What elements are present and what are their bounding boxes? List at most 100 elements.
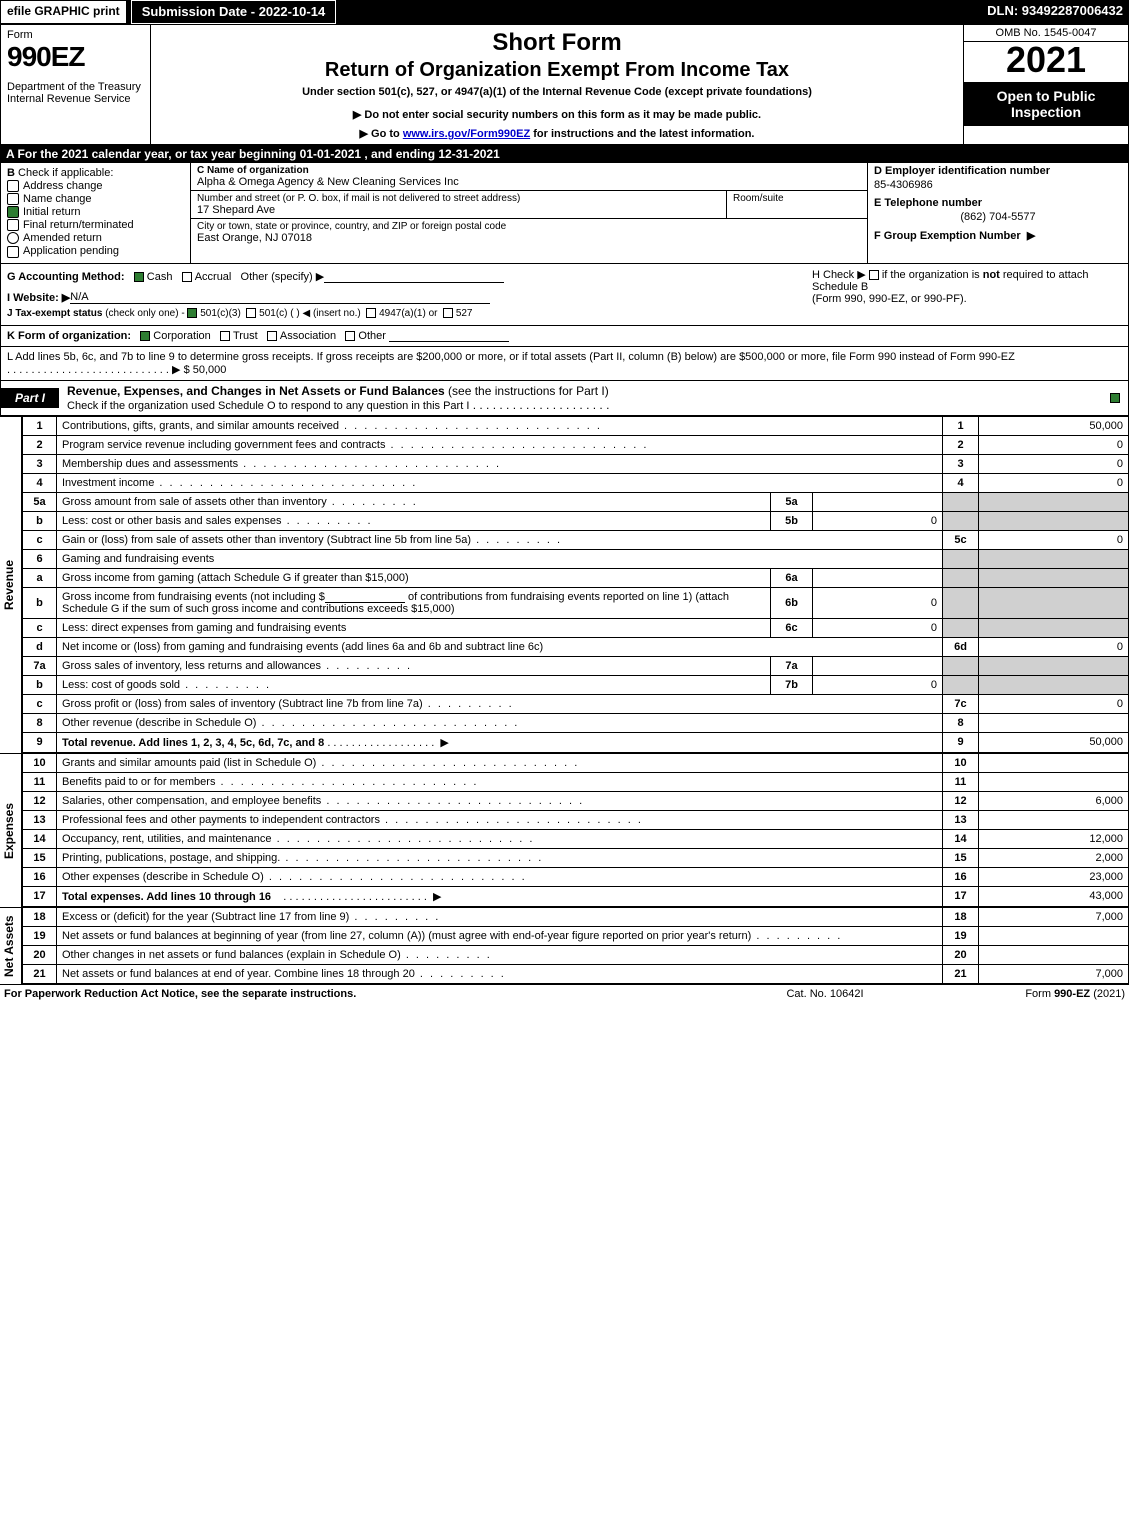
f-label: F Group Exemption Number ▶: [874, 229, 1122, 242]
chk-accrual[interactable]: [182, 272, 192, 282]
chk-address-change[interactable]: Address change: [7, 180, 184, 192]
chk-corporation[interactable]: [140, 331, 150, 341]
page-footer: For Paperwork Reduction Act Notice, see …: [0, 984, 1129, 1003]
line-20: 20Other changes in net assets or fund ba…: [23, 945, 1129, 964]
form-word: Form: [7, 29, 144, 41]
website-value: N/A: [70, 291, 490, 304]
top-bar: efile GRAPHIC print Submission Date - 20…: [0, 0, 1129, 24]
col-b: B Check if applicable: Address change Na…: [1, 163, 191, 263]
row-ghi: H Check ▶ if the organization is not req…: [0, 264, 1129, 326]
line-18: 18Excess or (deficit) for the year (Subt…: [23, 907, 1129, 926]
row-k: K Form of organization: Corporation Trus…: [0, 326, 1129, 347]
row-a: A For the 2021 calendar year, or tax yea…: [0, 145, 1129, 163]
room-cell: Room/suite: [727, 191, 867, 218]
b-label: B: [7, 167, 15, 179]
part1-check: [1102, 389, 1128, 407]
line-14: 14Occupancy, rent, utilities, and mainte…: [23, 829, 1129, 848]
col-c: C Name of organization Alpha & Omega Age…: [191, 163, 868, 263]
form-number: 990EZ: [7, 41, 144, 73]
col-def: D Employer identification number 85-4306…: [868, 163, 1128, 263]
addr-cell: Number and street (or P. O. box, if mail…: [191, 191, 727, 218]
l-text: L Add lines 5b, 6c, and 7b to line 9 to …: [7, 351, 1015, 363]
line-11: 11Benefits paid to or for members11: [23, 772, 1129, 791]
line-5b: bLess: cost or other basis and sales exp…: [23, 511, 1129, 530]
line-5a: 5aGross amount from sale of assets other…: [23, 492, 1129, 511]
footer-center: Cat. No. 10642I: [725, 988, 925, 1000]
i-label: I Website: ▶: [7, 292, 70, 304]
h-block: H Check ▶ if the organization is not req…: [812, 268, 1122, 305]
j-label: J Tax-exempt status: [7, 308, 102, 319]
expenses-section: Expenses 10Grants and similar amounts pa…: [0, 753, 1129, 907]
other-org-line[interactable]: [389, 341, 509, 342]
chk-initial-return[interactable]: Initial return: [7, 206, 184, 218]
line-6c: cLess: direct expenses from gaming and f…: [23, 618, 1129, 637]
line-9: 9Total revenue. Add lines 1, 2, 3, 4, 5c…: [23, 732, 1129, 752]
part1-header: Part I Revenue, Expenses, and Changes in…: [0, 381, 1129, 416]
footer-right: Form 990-EZ (2021): [925, 988, 1125, 1000]
city-label: City or town, state or province, country…: [197, 221, 861, 232]
chk-amended-return[interactable]: Amended return: [7, 232, 184, 244]
warning-ssn: ▶ Do not enter social security numbers o…: [157, 108, 957, 121]
j-block: J Tax-exempt status (check only one) - 5…: [7, 308, 1122, 319]
header-right: OMB No. 1545-0047 2021 Open to Public In…: [963, 25, 1128, 144]
c-name-block: C Name of organization Alpha & Omega Age…: [191, 163, 867, 191]
other-specify-line[interactable]: [324, 282, 504, 283]
h-checkbox[interactable]: [869, 270, 879, 280]
chk-trust[interactable]: [220, 331, 230, 341]
c-city-block: City or town, state or province, country…: [191, 219, 867, 246]
chk-cash[interactable]: [134, 272, 144, 282]
line-7c: cGross profit or (loss) from sales of in…: [23, 694, 1129, 713]
part1-title: Revenue, Expenses, and Changes in Net As…: [59, 381, 1102, 415]
chk-final-return[interactable]: Final return/terminated: [7, 219, 184, 231]
goto-pre: ▶ Go to: [360, 128, 403, 140]
title-short: Short Form: [157, 29, 957, 57]
netassets-vlabel: Net Assets: [0, 907, 22, 984]
line-7b: bLess: cost of goods sold7b0: [23, 675, 1129, 694]
chk-other-org[interactable]: [345, 331, 355, 341]
chk-application-pending[interactable]: Application pending: [7, 245, 184, 257]
row-l: L Add lines 5b, 6c, and 7b to line 9 to …: [0, 347, 1129, 381]
chk-501c3[interactable]: [187, 308, 197, 318]
footer-left: For Paperwork Reduction Act Notice, see …: [4, 988, 725, 1000]
org-city: East Orange, NJ 07018: [197, 232, 861, 244]
chk-501c[interactable]: [246, 308, 256, 318]
c-addr-block: Number and street (or P. O. box, if mail…: [191, 191, 867, 219]
k-label: K Form of organization:: [7, 330, 131, 342]
spacer: [336, 0, 981, 24]
title-return: Return of Organization Exempt From Incom…: [157, 59, 957, 82]
e-label: E Telephone number: [874, 197, 1122, 209]
line-12: 12Salaries, other compensation, and empl…: [23, 791, 1129, 810]
chk-name-change[interactable]: Name change: [7, 193, 184, 205]
line-17: 17Total expenses. Add lines 10 through 1…: [23, 886, 1129, 906]
c-name-label: C Name of organization: [197, 165, 861, 176]
goto-line: ▶ Go to www.irs.gov/Form990EZ for instru…: [157, 127, 957, 140]
line-6a: aGross income from gaming (attach Schedu…: [23, 568, 1129, 587]
line-8: 8Other revenue (describe in Schedule O)8: [23, 713, 1129, 732]
line-19: 19Net assets or fund balances at beginni…: [23, 926, 1129, 945]
part1-checkbox[interactable]: [1110, 393, 1120, 403]
room-label: Room/suite: [733, 193, 861, 204]
l-amount: $ 50,000: [184, 364, 227, 376]
efile-label: efile GRAPHIC print: [0, 0, 127, 24]
chk-association[interactable]: [267, 331, 277, 341]
expenses-vlabel: Expenses: [0, 753, 22, 907]
line-21: 21Net assets or fund balances at end of …: [23, 964, 1129, 983]
line-1: 1Contributions, gifts, grants, and simil…: [23, 416, 1129, 435]
chk-4947[interactable]: [366, 308, 376, 318]
goto-post: for instructions and the latest informat…: [530, 128, 754, 140]
ein-value: 85-4306986: [874, 179, 1122, 191]
line-13: 13Professional fees and other payments t…: [23, 810, 1129, 829]
chk-527[interactable]: [443, 308, 453, 318]
line-15: 15Printing, publications, postage, and s…: [23, 848, 1129, 867]
goto-link[interactable]: www.irs.gov/Form990EZ: [403, 128, 530, 140]
line-2: 2Program service revenue including gover…: [23, 435, 1129, 454]
department: Department of the Treasury Internal Reve…: [7, 81, 144, 105]
netassets-section: Net Assets 18Excess or (deficit) for the…: [0, 907, 1129, 984]
header-center: Short Form Return of Organization Exempt…: [151, 25, 963, 144]
line-5c: cGain or (loss) from sale of assets othe…: [23, 530, 1129, 549]
line-10: 10Grants and similar amounts paid (list …: [23, 753, 1129, 772]
form-header: Form 990EZ Department of the Treasury In…: [0, 24, 1129, 145]
open-inspection: Open to Public Inspection: [964, 82, 1128, 126]
addr-label: Number and street (or P. O. box, if mail…: [197, 193, 720, 204]
line-7a: 7aGross sales of inventory, less returns…: [23, 656, 1129, 675]
